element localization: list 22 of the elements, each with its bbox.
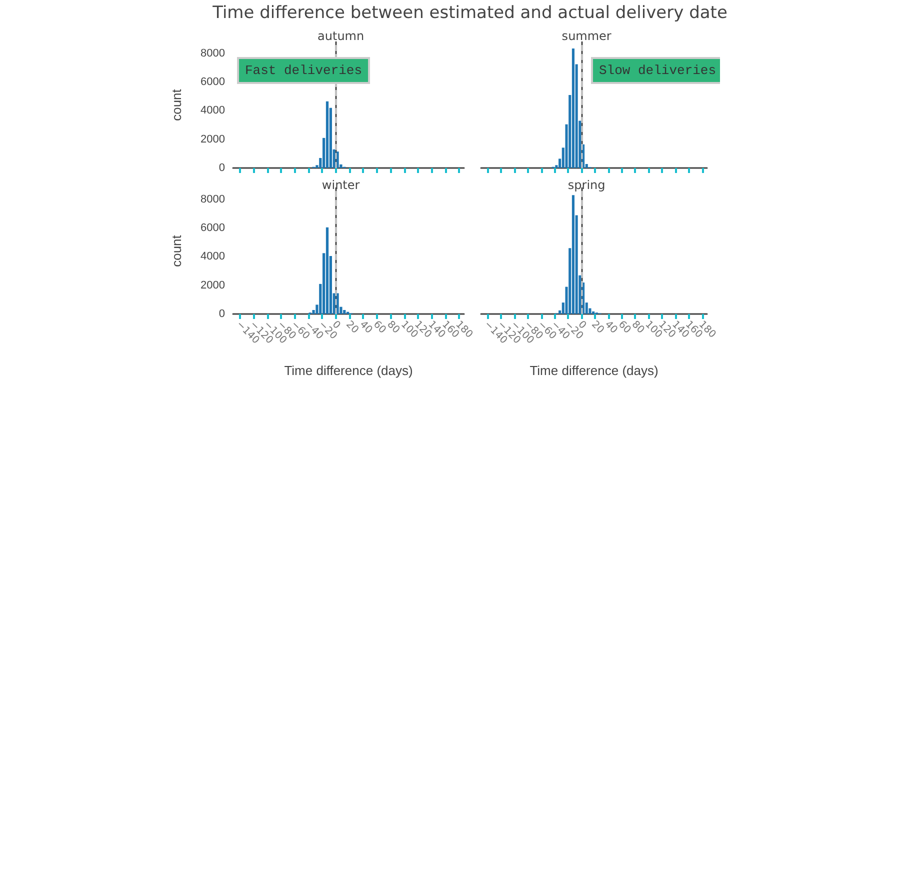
chart-subtitle: spring: [568, 178, 606, 192]
annotation: Slow deliveries: [599, 63, 716, 78]
chart-subtitle: autumn: [318, 29, 364, 43]
chart-title: Time difference between estimated and actual delivery date: [212, 3, 728, 23]
y-tick-label: 2000: [200, 133, 225, 146]
y-tick-label: 0: [218, 308, 225, 320]
y-axis-title: count: [169, 88, 184, 121]
y-tick-label: 4000: [200, 104, 225, 117]
chart-subtitle: summer: [562, 29, 612, 43]
y-axis-title: count: [169, 234, 184, 267]
y-tick-label: 6000: [200, 222, 225, 234]
y-tick-label: 0: [218, 162, 225, 174]
y-tick-label: 4000: [200, 250, 225, 263]
x-axis-title: Time difference (days): [284, 363, 413, 378]
y-tick-label: 8000: [200, 193, 225, 206]
y-tick-label: 8000: [200, 47, 225, 60]
annotation: Fast deliveries: [245, 63, 362, 78]
y-tick-label: 6000: [200, 76, 225, 88]
x-axis-title: Time difference (days): [530, 363, 658, 378]
chart-subtitle: winter: [322, 178, 360, 192]
x-tick-label: 80: [629, 319, 646, 336]
y-tick-label: 2000: [200, 279, 225, 292]
